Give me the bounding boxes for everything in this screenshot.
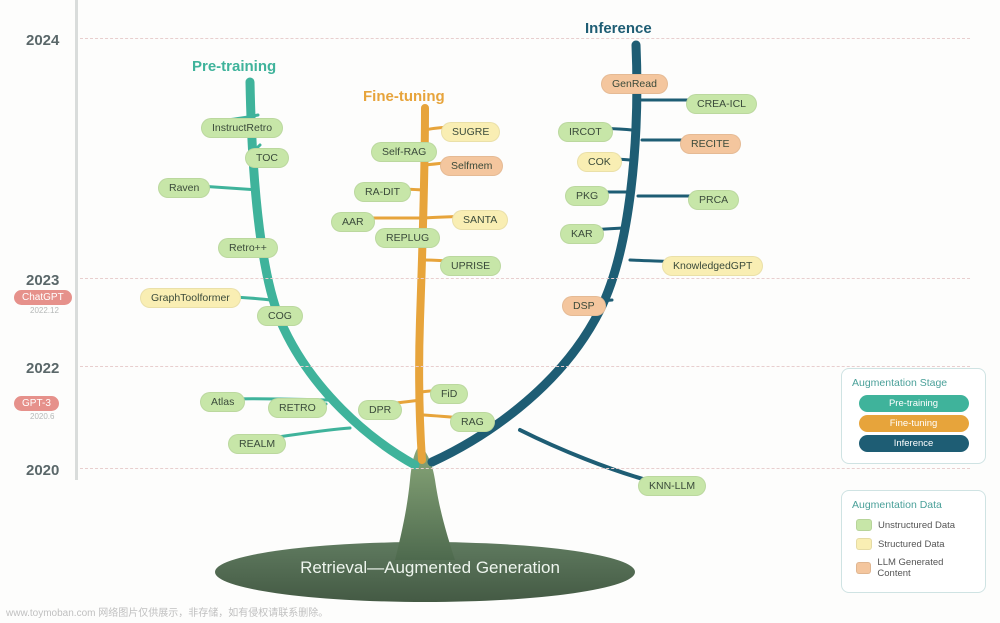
node-knowledgedgpt: KnowledgedGPT — [662, 256, 763, 276]
legend-stage-title: Augmentation Stage — [852, 377, 975, 389]
legend-data-label: Unstructured Data — [878, 520, 955, 531]
timeline-year: 2024 — [26, 30, 59, 51]
node-sugre: SUGRE — [441, 122, 500, 142]
node-rag: RAG — [450, 412, 495, 432]
timeline-year: 2023 — [26, 270, 59, 291]
legend-augmentation-data: Augmentation Data Unstructured Data Struc… — [841, 490, 986, 593]
node-aar: AAR — [331, 212, 375, 232]
branch-title-inference: Inference — [585, 20, 652, 37]
node-cok: COK — [577, 152, 622, 172]
timeline-year: 2022 — [26, 358, 59, 379]
legend-data-label: LLM Generated Content — [877, 557, 975, 579]
node-genread: GenRead — [601, 74, 668, 94]
node-retro: RETRO — [268, 398, 327, 418]
node-raven: Raven — [158, 178, 210, 198]
timeline-marker-sub: 2020.6 — [30, 412, 54, 421]
node-replug: REPLUG — [375, 228, 440, 248]
node-cog: COG — [257, 306, 303, 326]
node-kar: KAR — [560, 224, 604, 244]
node-uprise: UPRISE — [440, 256, 501, 276]
node-selfmem: Selfmem — [440, 156, 503, 176]
node-dsp: DSP — [562, 296, 606, 316]
branch-title-pretraining: Pre-training — [192, 58, 276, 75]
node-retro-: Retro++ — [218, 238, 278, 258]
legend-swatch — [856, 562, 871, 574]
node-crea-icl: CREA-ICL — [686, 94, 757, 114]
root-label: Retrieval—Augmented Generation — [280, 558, 580, 578]
legend-stage-item: Fine-tuning — [859, 415, 969, 432]
node-knn-llm: KNN-LLM — [638, 476, 706, 496]
timeline-marker: ChatGPT — [14, 290, 72, 305]
legend-data-item: LLM Generated Content — [852, 555, 975, 581]
legend-augmentation-stage: Augmentation Stage Pre-training Fine-tuni… — [841, 368, 986, 464]
legend-stage-item: Inference — [859, 435, 969, 452]
timeline-marker: GPT-3 — [14, 396, 59, 411]
timeline-guide-line — [80, 468, 970, 469]
node-instructretro: InstructRetro — [201, 118, 283, 138]
timeline-year: 2020 — [26, 460, 59, 481]
node-graphtoolformer: GraphToolformer — [140, 288, 241, 308]
node-toc: TOC — [245, 148, 289, 168]
branch-title-finetuning: Fine-tuning — [363, 88, 445, 105]
node-dpr: DPR — [358, 400, 402, 420]
legend-data-label: Structured Data — [878, 539, 945, 550]
legend-data-item: Unstructured Data — [852, 517, 975, 533]
node-realm: REALM — [228, 434, 286, 454]
timeline-marker-sub: 2022.12 — [30, 306, 59, 315]
node-ircot: IRCOT — [558, 122, 613, 142]
legend-swatch — [856, 519, 872, 531]
node-recite: RECITE — [680, 134, 741, 154]
node-pkg: PKG — [565, 186, 609, 206]
timeline-axis — [75, 0, 78, 480]
node-fid: FiD — [430, 384, 468, 404]
timeline-guide-line — [80, 38, 970, 39]
legend-data-title: Augmentation Data — [852, 499, 975, 511]
legend-swatch — [856, 538, 872, 550]
legend-stage-item: Pre-training — [859, 395, 969, 412]
timeline: 2024 2023 2022 2020 ChatGPT2022.12 GPT-32020.… — [0, 0, 100, 623]
node-self-rag: Self-RAG — [371, 142, 437, 162]
node-prca: PRCA — [688, 190, 739, 210]
legend-data-item: Structured Data — [852, 536, 975, 552]
node-ra-dit: RA-DIT — [354, 182, 411, 202]
watermark-text: www.toymoban.com 网络图片仅供展示，非存储，如有侵权请联系删除。 — [6, 604, 328, 619]
timeline-guide-line — [80, 366, 970, 367]
node-atlas: Atlas — [200, 392, 245, 412]
timeline-guide-line — [80, 278, 970, 279]
node-santa: SANTA — [452, 210, 508, 230]
